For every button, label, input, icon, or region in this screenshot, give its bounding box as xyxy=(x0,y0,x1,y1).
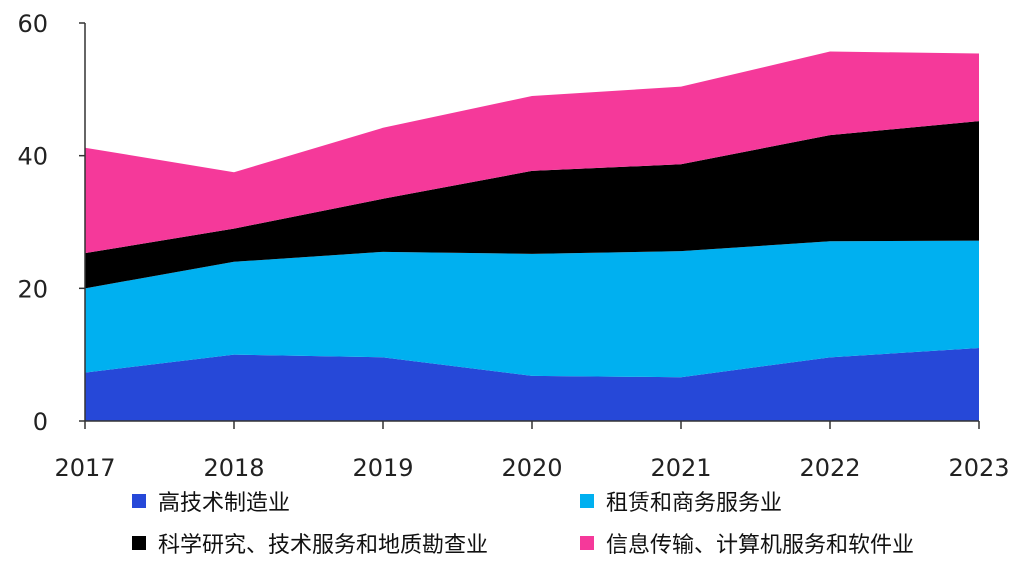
x-tick-label: 2022 xyxy=(799,454,860,482)
area-series-3 xyxy=(85,51,979,254)
x-tick-label: 2020 xyxy=(501,454,562,482)
axes xyxy=(79,22,980,429)
x-tick-label: 2019 xyxy=(352,454,413,482)
x-tick-label: 2021 xyxy=(650,454,711,482)
area-layers xyxy=(85,51,979,421)
area-series-2 xyxy=(85,121,979,289)
y-tick-label: 60 xyxy=(17,10,48,38)
y-tick-label: 0 xyxy=(33,408,48,436)
tick-labels: 0 20 40 60 2017 2018 2019 2020 2021 2022 2023 xyxy=(17,10,1009,482)
x-tick-label: 2018 xyxy=(203,454,264,482)
y-tick-label: 40 xyxy=(17,143,48,171)
x-tick-label: 2017 xyxy=(54,454,115,482)
area-series-0 xyxy=(85,348,979,421)
y-tick-label: 20 xyxy=(17,275,48,303)
area-series-1 xyxy=(85,240,979,378)
x-tick-label: 2023 xyxy=(948,454,1009,482)
